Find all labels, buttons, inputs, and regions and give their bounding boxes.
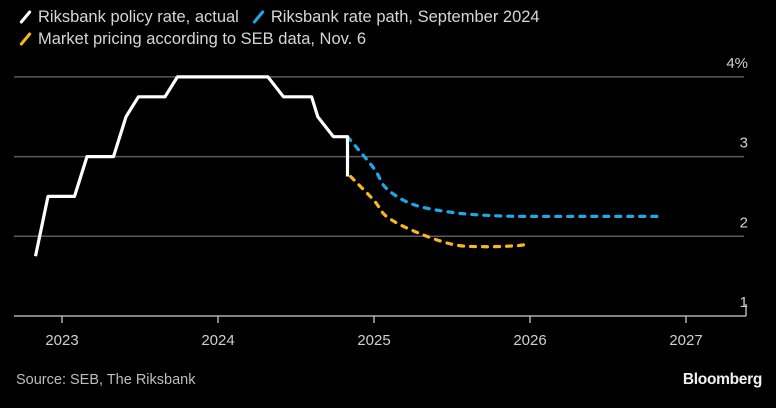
legend: Riksbank policy rate, actual Riksbank ra… bbox=[18, 6, 552, 50]
rate-path-line bbox=[345, 135, 665, 219]
legend-row-2: Market pricing according to SEB data, No… bbox=[18, 28, 552, 50]
market-pricing-line bbox=[349, 174, 529, 249]
x-tick-label: 2025 bbox=[357, 332, 390, 349]
y-tick-label: 4% bbox=[726, 55, 748, 72]
x-tick-label: 2027 bbox=[669, 332, 702, 349]
x-tick-label: 2026 bbox=[513, 332, 546, 349]
y-tick-label: 3 bbox=[740, 135, 748, 152]
legend-label-market: Market pricing according to SEB data, No… bbox=[38, 30, 367, 48]
x-axis: 2023 2024 2025 2026 2027 bbox=[14, 304, 747, 349]
x-tick-label: 2024 bbox=[201, 332, 234, 349]
legend-item-actual: Riksbank policy rate, actual bbox=[18, 6, 239, 28]
source-note: Source: SEB, The Riksbank bbox=[16, 372, 196, 388]
legend-item-rate-path: Riksbank rate path, September 2024 bbox=[251, 6, 540, 28]
legend-row-1: Riksbank policy rate, actual Riksbank ra… bbox=[18, 6, 552, 28]
gridlines bbox=[14, 76, 744, 238]
y-tick-label: 1 bbox=[740, 294, 748, 311]
x-tick-label: 2023 bbox=[45, 332, 78, 349]
legend-item-market: Market pricing according to SEB data, No… bbox=[18, 28, 366, 50]
legend-label-rate-path: Riksbank rate path, September 2024 bbox=[270, 8, 540, 26]
series-lines bbox=[33, 75, 665, 257]
bloomberg-logo: Bloomberg bbox=[682, 371, 762, 388]
actual-rate-line bbox=[33, 75, 350, 257]
y-tick-label: 2 bbox=[740, 214, 748, 231]
y-axis-labels: 1 2 3 4% bbox=[726, 55, 748, 311]
legend-label-actual: Riksbank policy rate, actual bbox=[38, 8, 239, 26]
